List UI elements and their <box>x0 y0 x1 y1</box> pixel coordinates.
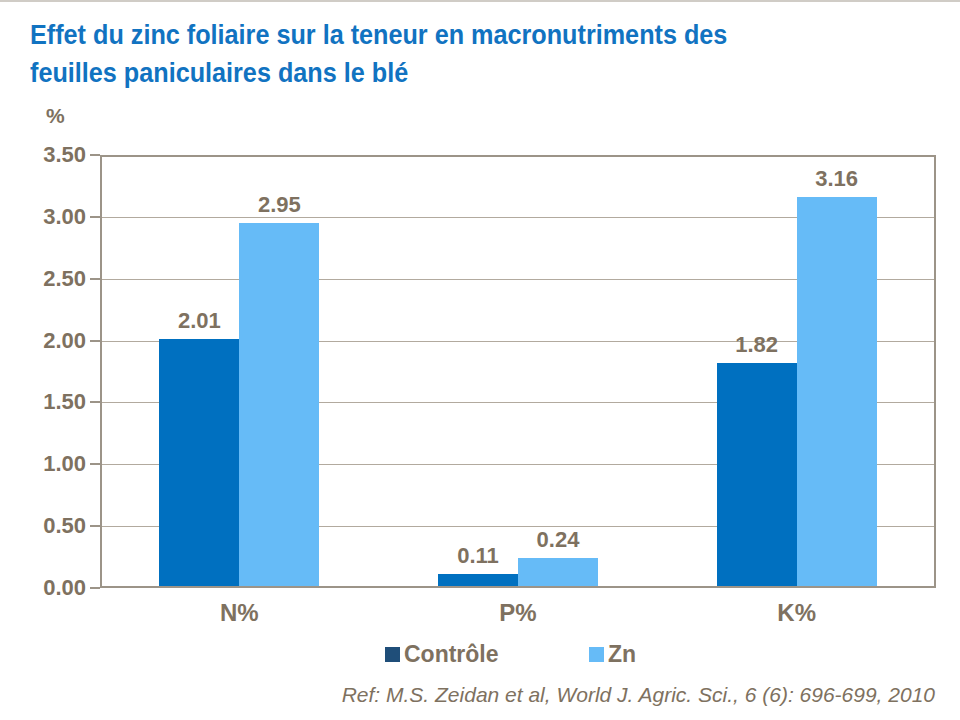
legend-item-controle: Contrôle <box>385 641 499 668</box>
chart-title-line2: feuilles paniculaires dans le blé <box>30 54 727 92</box>
y-tick-mark-0.00 <box>90 587 100 589</box>
legend-item-zn: Zn <box>589 641 636 668</box>
y-tick-label-2.00: 2.00 <box>0 329 86 353</box>
legend-swatch-controle <box>385 647 400 662</box>
slide: Effet du zinc foliaire sur la teneur en … <box>0 0 960 720</box>
bar-controle-p <box>438 574 518 588</box>
value-label-controle-k: 1.82 <box>707 332 807 358</box>
legend-label-controle: Contrôle <box>404 641 499 668</box>
y-tick-mark-1.50 <box>90 401 100 403</box>
y-tick-label-0.00: 0.00 <box>0 576 86 600</box>
y-tick-label-0.50: 0.50 <box>0 514 86 538</box>
y-tick-mark-0.50 <box>90 525 100 527</box>
bar-controle-n <box>159 339 239 588</box>
y-tick-label-1.50: 1.50 <box>0 390 86 414</box>
x-axis-label-k: K% <box>727 599 867 627</box>
bar-controle-k <box>717 363 797 588</box>
y-tick-mark-3.50 <box>90 154 100 156</box>
legend-label-zn: Zn <box>608 641 636 668</box>
chart-title-line1: Effet du zinc foliaire sur la teneur en … <box>30 16 727 54</box>
value-label-zn-n: 2.95 <box>229 192 329 218</box>
bar-zn-n <box>239 223 319 588</box>
slide-top-border <box>0 0 960 2</box>
x-axis-label-p: P% <box>448 599 588 627</box>
y-axis-unit-label: % <box>46 104 65 128</box>
y-tick-mark-1.00 <box>90 463 100 465</box>
y-tick-label-1.00: 1.00 <box>0 452 86 476</box>
legend-swatch-zn <box>589 647 604 662</box>
y-tick-label-3.50: 3.50 <box>0 143 86 167</box>
y-tick-label-3.00: 3.00 <box>0 205 86 229</box>
bar-zn-p <box>518 558 598 588</box>
y-tick-label-2.50: 2.50 <box>0 267 86 291</box>
reference-citation: Ref: M.S. Zeidan et al, World J. Agric. … <box>342 683 935 707</box>
value-label-zn-p: 0.24 <box>508 527 608 553</box>
value-label-controle-n: 2.01 <box>149 308 249 334</box>
y-tick-mark-3.00 <box>90 216 100 218</box>
x-axis-label-n: N% <box>169 599 309 627</box>
y-tick-mark-2.50 <box>90 278 100 280</box>
chart-title: Effet du zinc foliaire sur la teneur en … <box>30 16 727 92</box>
value-label-zn-k: 3.16 <box>787 166 887 192</box>
y-tick-mark-2.00 <box>90 340 100 342</box>
bar-zn-k <box>797 197 877 588</box>
